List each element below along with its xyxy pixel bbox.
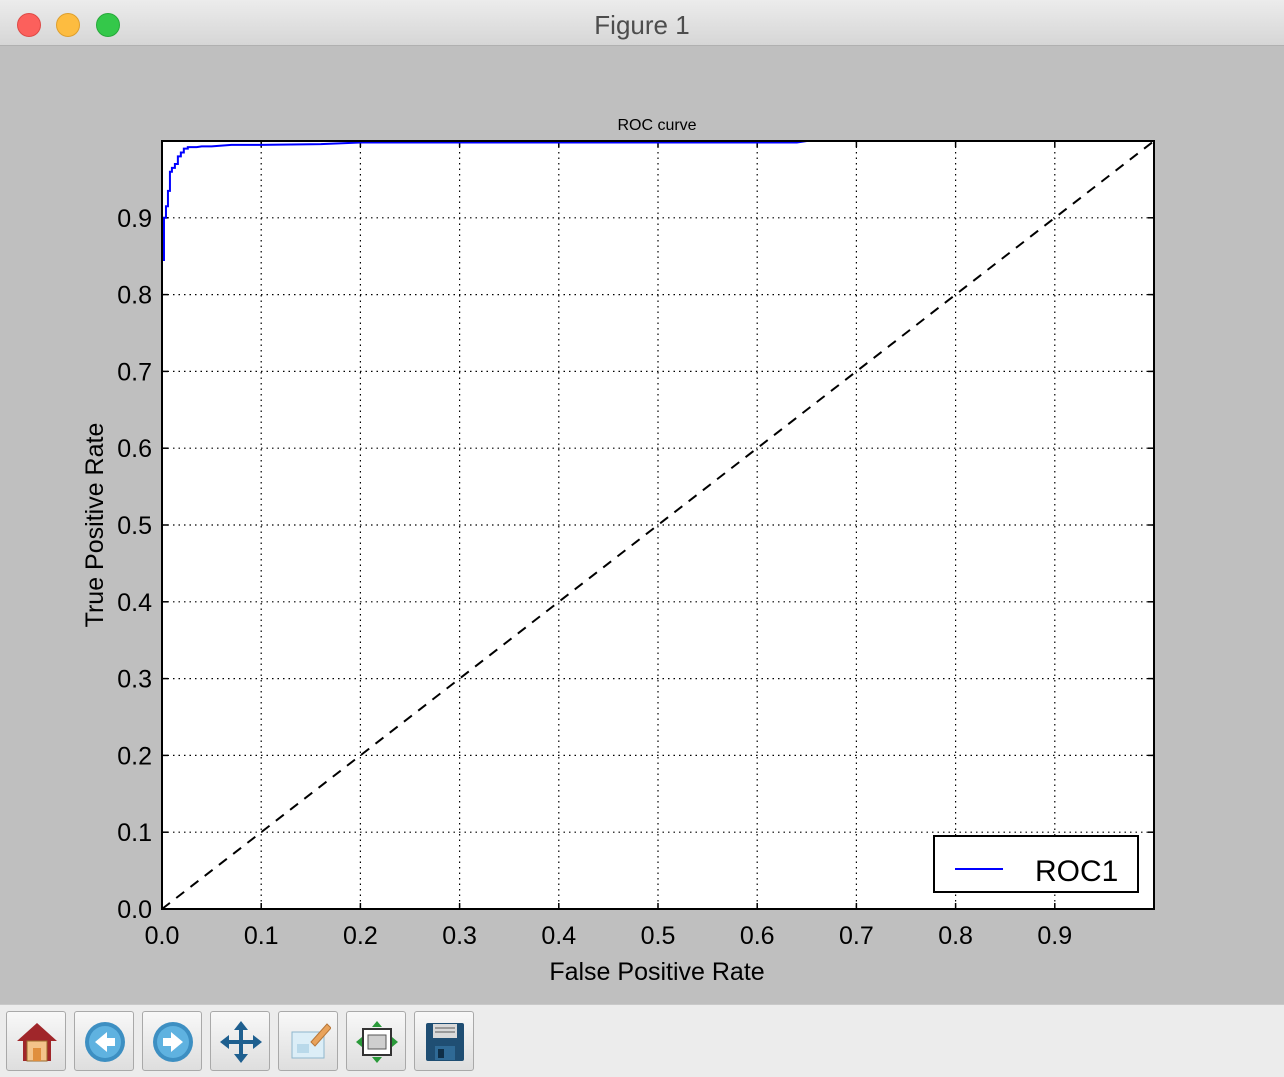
pan-button[interactable] [210, 1011, 270, 1071]
back-icon [83, 1020, 127, 1064]
navigation-toolbar [0, 1004, 1284, 1077]
y-tick-label: 0.1 [117, 819, 152, 847]
home-button[interactable] [6, 1011, 66, 1071]
home-icon [15, 1020, 59, 1064]
x-tick-label: 0.6 [740, 922, 775, 950]
y-tick-label: 0.9 [117, 205, 152, 233]
y-tick-label: 0.4 [117, 589, 152, 617]
window-titlebar: Figure 1 [0, 0, 1284, 46]
forward-icon [151, 1020, 195, 1064]
figure-canvas: ROC curve 0.0 0.1 0.2 0.3 0.4 0.5 0.6 0.7 0.8 0.9… [0, 46, 1284, 1004]
forward-button[interactable] [142, 1011, 202, 1071]
y-tick-label: 0.7 [117, 358, 152, 386]
x-tick-label: 0.4 [541, 922, 576, 950]
x-axis-label: False Positive Rate [549, 958, 764, 986]
x-tick-labels: 0.0 0.1 0.2 0.3 0.4 0.5 0.6 0.7 0.8 0.9 [145, 922, 1073, 950]
y-axis-label: True Positive Rate [81, 423, 109, 628]
x-tick-label: 0.3 [442, 922, 477, 950]
subplots-button[interactable] [346, 1011, 406, 1071]
window-title: Figure 1 [0, 10, 1284, 41]
y-tick-label: 0.0 [117, 896, 152, 924]
y-tick-label: 0.5 [117, 512, 152, 540]
save-icon [423, 1020, 467, 1064]
subplots-icon [355, 1020, 399, 1064]
x-tick-label: 0.2 [343, 922, 378, 950]
x-tick-label: 0.7 [839, 922, 874, 950]
chart-title: ROC curve [617, 117, 696, 134]
roc-chart: ROC curve 0.0 0.1 0.2 0.3 0.4 0.5 0.6 0.7 0.8 0.9… [0, 46, 1284, 1004]
zoom-icon [287, 1020, 331, 1064]
save-button[interactable] [414, 1011, 474, 1071]
x-tick-label: 0.9 [1037, 922, 1072, 950]
x-tick-label: 0.5 [641, 922, 676, 950]
y-tick-labels: 0.0 0.1 0.2 0.3 0.4 0.5 0.6 0.7 0.8 0.9 [117, 205, 152, 924]
y-tick-label: 0.6 [117, 435, 152, 463]
legend: ROC1 [934, 836, 1138, 892]
y-tick-label: 0.8 [117, 282, 152, 310]
y-tick-label: 0.2 [117, 742, 152, 770]
legend-label-roc1: ROC1 [1035, 855, 1118, 888]
y-tick-label: 0.3 [117, 666, 152, 694]
x-tick-label: 0.8 [938, 922, 973, 950]
pan-icon [219, 1020, 263, 1064]
x-tick-label: 0.1 [244, 922, 279, 950]
zoom-button[interactable] [278, 1011, 338, 1071]
x-tick-label: 0.0 [145, 922, 180, 950]
back-button[interactable] [74, 1011, 134, 1071]
